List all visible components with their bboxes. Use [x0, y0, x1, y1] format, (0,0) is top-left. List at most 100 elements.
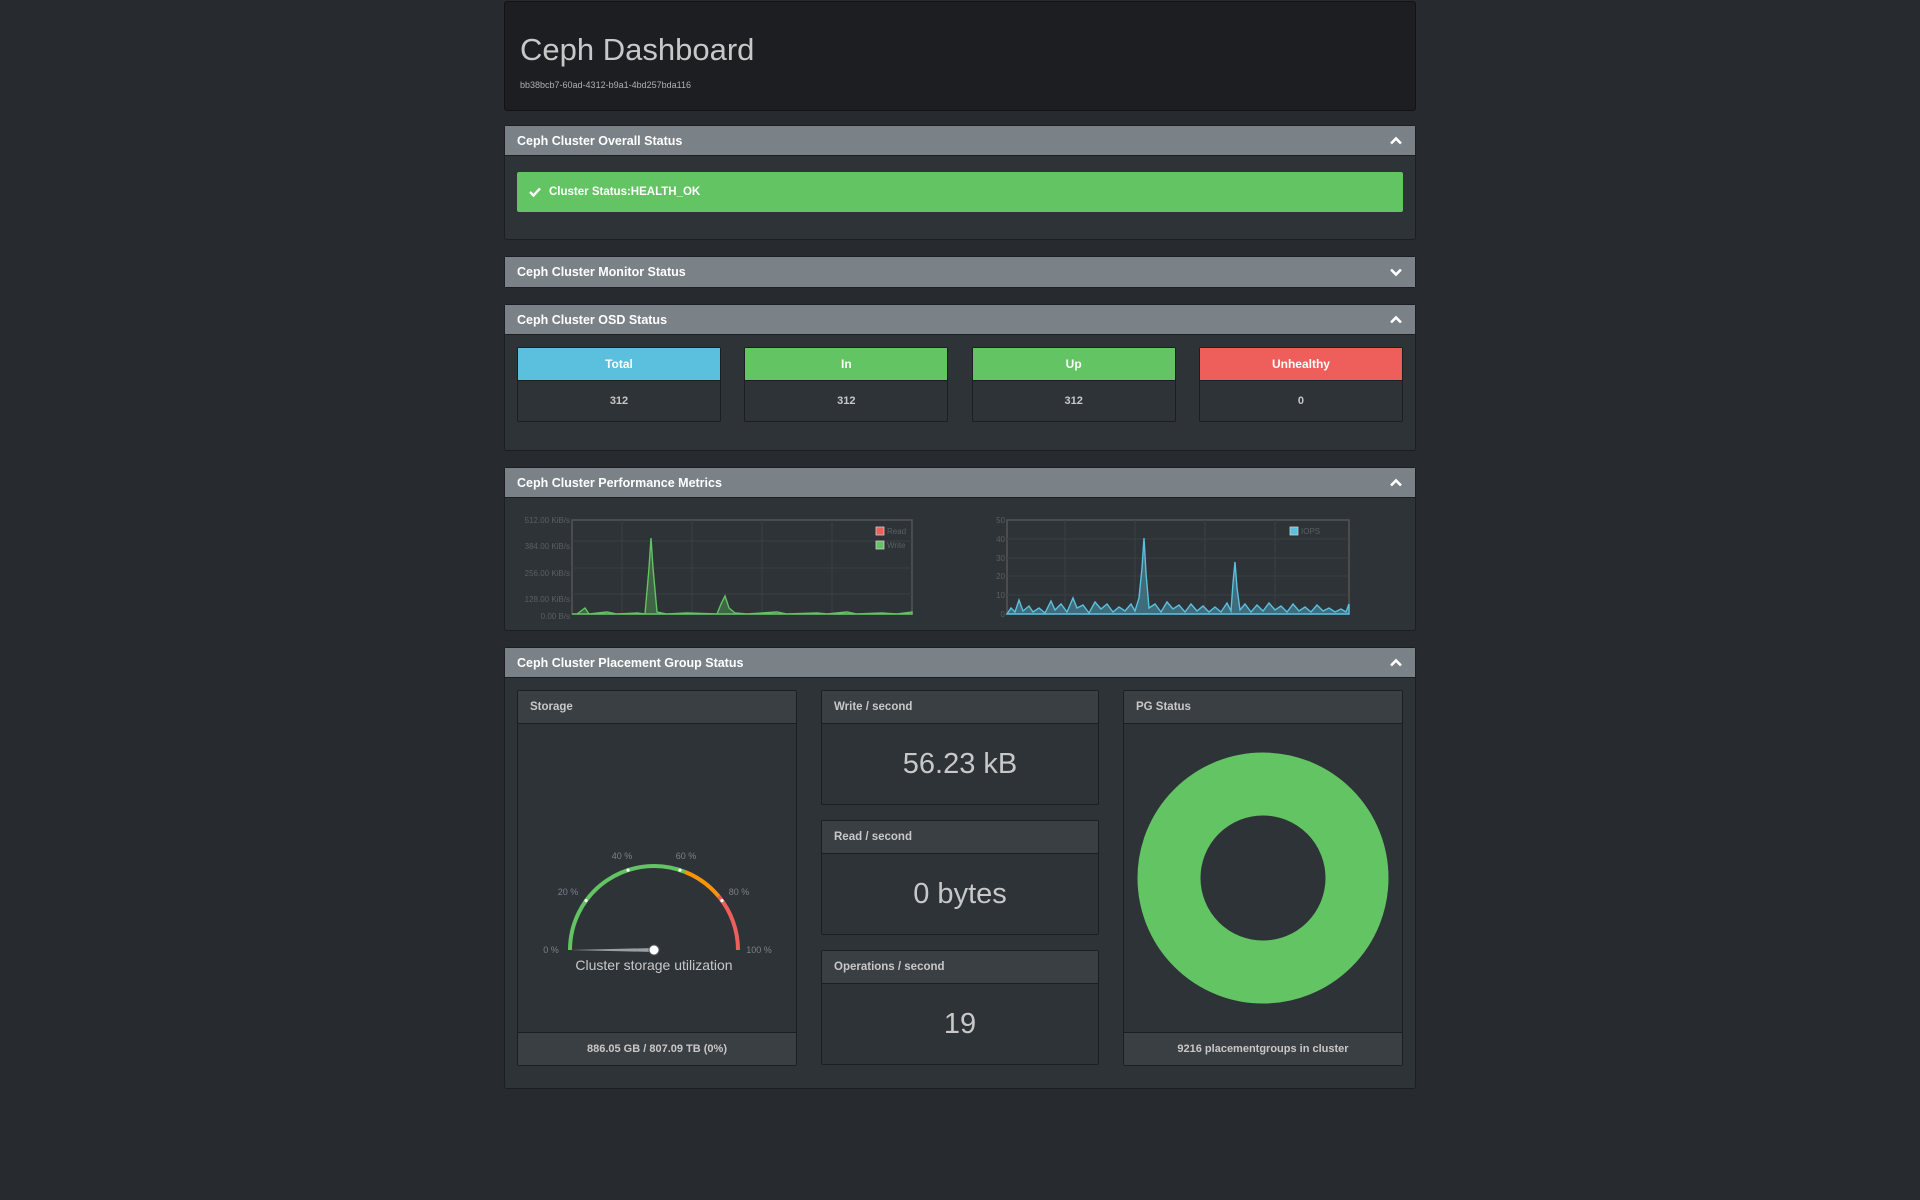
chevron-up-icon[interactable] [1389, 656, 1403, 670]
pg-donut-ring [1137, 752, 1389, 1004]
osd-in-label: In [745, 348, 948, 380]
pg-donut-footer: 9216 placementgroups in cluster [1124, 1032, 1402, 1065]
cluster-status-alert: Cluster Status:HEALTH_OK [517, 172, 1403, 212]
cluster-status-text: Cluster Status:HEALTH_OK [549, 186, 701, 198]
osd-status-panel: Ceph Cluster OSD Status Total 312 In 312… [504, 304, 1416, 451]
osd-in-value: 312 [745, 380, 948, 421]
performance-header[interactable]: Ceph Cluster Performance Metrics [505, 468, 1415, 498]
throughput-chart: 512.00 KiB/s 384.00 KiB/s 256.00 KiB/s 1… [525, 516, 913, 620]
iops-series [1005, 537, 1350, 615]
gauge-tick-label: 40 % [612, 851, 633, 861]
osd-up-label: Up [972, 348, 1175, 380]
read-title: Read / second [822, 821, 1098, 854]
monitor-status-header[interactable]: Ceph Cluster Monitor Status [505, 257, 1415, 287]
chevron-down-icon[interactable] [1389, 265, 1403, 279]
iops-grid [1007, 520, 1349, 614]
write-panel: Write / second 56.23 kB [821, 690, 1099, 805]
pg-donut-chart [1137, 752, 1389, 1004]
gauge-arc-segment [717, 895, 740, 951]
performance-title: Ceph Cluster Performance Metrics [517, 475, 722, 490]
write-title: Write / second [822, 691, 1098, 724]
check-icon [529, 187, 541, 197]
read-panel: Read / second 0 bytes [821, 820, 1099, 935]
gauge-tick-label: 60 % [676, 851, 697, 861]
read-value: 0 bytes [913, 877, 1007, 910]
storage-title: Storage [518, 691, 796, 724]
dashboard-container: Ceph Dashboard bb38bcb7-60ad-4312-b9a1-4… [504, 1, 1416, 1089]
gauge-needle [570, 948, 654, 952]
pg-status-panel: Ceph Cluster Placement Group Status Stor… [504, 647, 1416, 1089]
throughput-ytick: 384.00 KiB/s [525, 542, 570, 551]
pg-donut-area [1124, 724, 1402, 1032]
ops-value: 19 [943, 1007, 977, 1040]
osd-up-value: 312 [972, 380, 1175, 421]
iops-ytick: 10 [996, 591, 1005, 600]
storage-footer: 886.05 GB / 807.09 TB (0%) [518, 1032, 796, 1065]
gauge-pivot [648, 944, 660, 956]
gauge-tick-label: 80 % [729, 887, 750, 897]
gauge-tick-label: 20 % [558, 887, 579, 897]
iops-ytick: 20 [996, 572, 1005, 581]
gauge-tick-mark [678, 868, 682, 872]
gauge-tick-mark [720, 899, 724, 903]
throughput-grid [572, 520, 912, 614]
osd-total-value: 312 [518, 380, 720, 421]
overall-status-panel: Ceph Cluster Overall Status Cluster Stat… [504, 125, 1416, 240]
io-metrics-column: Write / second 56.23 kB Read / second 0 … [821, 690, 1099, 1066]
throughput-ytick: 0.00 B/s [541, 612, 570, 620]
legend-read-label: Read [887, 527, 906, 536]
osd-total-label: Total [518, 348, 720, 380]
overall-status-header[interactable]: Ceph Cluster Overall Status [505, 126, 1415, 156]
chevron-up-icon[interactable] [1389, 134, 1403, 148]
pg-donut-panel: PG Status 9216 placementgroups in cluste… [1123, 690, 1403, 1066]
legend-iops-swatch [1289, 526, 1299, 536]
iops-chart-frame [1006, 519, 1350, 615]
osd-in-box: In 312 [744, 347, 949, 422]
chevron-up-icon[interactable] [1389, 476, 1403, 490]
gauge-label: Cluster storage utilization [575, 957, 732, 973]
storage-gauge-area: 0 % 20 % 40 % 60 % 80 % 100 % Cluster st… [518, 724, 796, 1032]
throughput-ytick: 128.00 KiB/s [525, 595, 570, 604]
monitor-status-title: Ceph Cluster Monitor Status [517, 265, 686, 279]
throughput-chart-frame [571, 519, 913, 615]
legend-write-swatch [875, 540, 885, 550]
gauge-arc-segment [568, 864, 686, 951]
legend-write-label: Write [887, 541, 906, 550]
osd-unhealthy-value: 0 [1199, 380, 1402, 421]
iops-ytick: 40 [996, 535, 1005, 544]
gauge-tick-label: 0 % [543, 945, 559, 955]
header: Ceph Dashboard bb38bcb7-60ad-4312-b9a1-4… [504, 1, 1416, 111]
write-series [572, 537, 913, 615]
pg-donut-title: PG Status [1124, 691, 1402, 724]
iops-ytick: 50 [996, 516, 1005, 525]
chevron-up-icon[interactable] [1389, 313, 1403, 327]
gauge-tick-mark [626, 868, 630, 872]
gauge-tick-label: 100 % [746, 945, 772, 955]
storage-panel: Storage 0 % 20 % 40 % 60 % 80 % 100 % [517, 690, 797, 1066]
pg-status-header[interactable]: Ceph Cluster Placement Group Status [505, 648, 1415, 678]
iops-ytick: 30 [996, 554, 1005, 563]
monitor-status-panel: Ceph Cluster Monitor Status [504, 256, 1416, 288]
pg-status-title: Ceph Cluster Placement Group Status [517, 655, 744, 670]
performance-charts: 512.00 KiB/s 384.00 KiB/s 256.00 KiB/s 1… [505, 498, 1415, 630]
throughput-ytick: 512.00 KiB/s [525, 516, 570, 525]
osd-boxes: Total 312 In 312 Up 312 Unhealthy 0 [517, 347, 1403, 436]
iops-ytick: 0 [1001, 610, 1006, 619]
osd-unhealthy-box: Unhealthy 0 [1198, 347, 1403, 422]
legend-read-swatch [875, 526, 885, 536]
overall-status-title: Ceph Cluster Overall Status [517, 133, 683, 148]
osd-status-header[interactable]: Ceph Cluster OSD Status [505, 305, 1415, 335]
osd-status-title: Ceph Cluster OSD Status [517, 312, 668, 327]
osd-unhealthy-label: Unhealthy [1199, 348, 1402, 380]
osd-total-box: Total 312 [517, 347, 721, 422]
ops-panel: Operations / second 19 [821, 950, 1099, 1065]
gauge-tick-mark [584, 899, 588, 903]
legend-iops-label: IOPS [1301, 527, 1320, 536]
page-title: Ceph Dashboard [520, 32, 755, 67]
storage-gauge: 0 % 20 % 40 % 60 % 80 % 100 % Cluster st… [543, 851, 772, 973]
gauge-arc-segment [684, 870, 721, 898]
cluster-fsid: bb38bcb7-60ad-4312-b9a1-4bd257bda116 [520, 80, 691, 90]
osd-up-box: Up 312 [971, 347, 1176, 422]
iops-chart: 50 40 30 20 10 0 IOPS [996, 516, 1350, 619]
write-value: 56.23 kB [902, 747, 1018, 780]
